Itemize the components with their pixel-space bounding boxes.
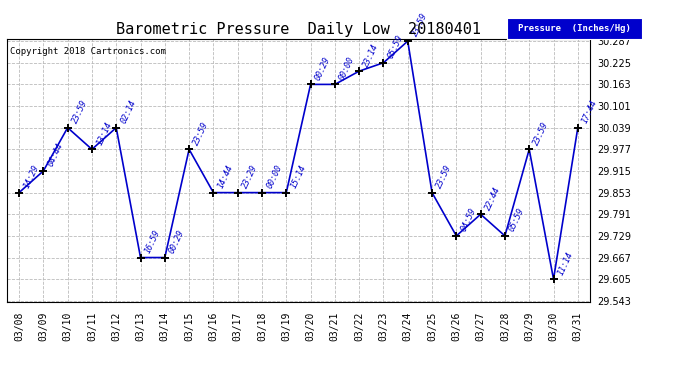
Text: 02:14: 02:14 — [119, 99, 138, 125]
Text: 13:14: 13:14 — [95, 120, 113, 147]
Text: 23:29: 23:29 — [241, 164, 259, 190]
Text: Copyright 2018 Cartronics.com: Copyright 2018 Cartronics.com — [10, 47, 166, 56]
Title: Barometric Pressure  Daily Low  20180401: Barometric Pressure Daily Low 20180401 — [116, 22, 481, 37]
Text: 23:59: 23:59 — [435, 164, 453, 190]
Text: 14:29: 14:29 — [22, 164, 41, 190]
Text: 00:00: 00:00 — [337, 55, 356, 82]
Text: 23:59: 23:59 — [411, 12, 429, 38]
Text: 23:14: 23:14 — [362, 42, 381, 68]
Text: 04:44: 04:44 — [46, 142, 65, 168]
Text: 23:59: 23:59 — [192, 120, 210, 147]
Text: 05:59: 05:59 — [386, 33, 405, 60]
Text: 15:14: 15:14 — [289, 164, 308, 190]
Text: 23:59: 23:59 — [532, 120, 551, 147]
Text: 11:14: 11:14 — [556, 250, 575, 276]
Text: 23:59: 23:59 — [70, 99, 89, 125]
Text: 04:59: 04:59 — [459, 207, 478, 233]
Text: 22:44: 22:44 — [484, 185, 502, 211]
Text: Pressure  (Inches/Hg): Pressure (Inches/Hg) — [518, 24, 631, 33]
Text: 14:44: 14:44 — [216, 164, 235, 190]
Text: 17:44: 17:44 — [580, 99, 600, 125]
Text: 00:29: 00:29 — [168, 228, 186, 255]
Text: 16:59: 16:59 — [144, 228, 162, 255]
Text: 05:59: 05:59 — [508, 207, 526, 233]
Text: 00:29: 00:29 — [313, 55, 332, 82]
Text: 00:00: 00:00 — [265, 164, 284, 190]
